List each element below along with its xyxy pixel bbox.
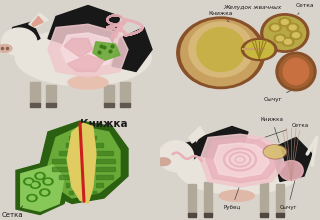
Ellipse shape	[181, 20, 261, 86]
Ellipse shape	[68, 76, 108, 89]
Circle shape	[269, 23, 281, 32]
Text: Сычуг: Сычуг	[279, 179, 297, 210]
Polygon shape	[200, 134, 285, 187]
Polygon shape	[48, 126, 120, 198]
Circle shape	[35, 172, 45, 180]
Ellipse shape	[242, 38, 277, 61]
Text: Сетка: Сетка	[296, 3, 315, 14]
Bar	[120, 103, 130, 107]
Bar	[260, 213, 268, 217]
Circle shape	[290, 31, 302, 39]
Polygon shape	[112, 28, 152, 72]
Bar	[104, 103, 114, 107]
Circle shape	[42, 191, 48, 194]
Bar	[204, 182, 212, 214]
Polygon shape	[176, 141, 200, 163]
Ellipse shape	[2, 28, 37, 55]
Bar	[188, 213, 196, 217]
Ellipse shape	[219, 190, 254, 201]
Bar	[276, 213, 284, 217]
Text: Книжка: Книжка	[80, 119, 128, 129]
Ellipse shape	[265, 146, 285, 158]
Circle shape	[24, 178, 34, 185]
Circle shape	[284, 39, 292, 44]
Bar	[204, 213, 212, 217]
Circle shape	[40, 189, 50, 196]
Circle shape	[276, 36, 284, 41]
Text: Сетка: Сетка	[2, 211, 24, 218]
Ellipse shape	[15, 29, 151, 86]
Bar	[46, 103, 56, 107]
Ellipse shape	[279, 55, 313, 88]
Circle shape	[279, 18, 291, 26]
Text: Желудок жвачных: Желудок жвачных	[224, 6, 282, 11]
Text: Рубец: Рубец	[223, 187, 241, 210]
Polygon shape	[40, 121, 128, 204]
Bar	[188, 184, 196, 214]
Circle shape	[45, 180, 51, 183]
Circle shape	[26, 180, 32, 183]
Circle shape	[29, 196, 35, 200]
Circle shape	[281, 20, 288, 24]
Circle shape	[282, 38, 294, 46]
Polygon shape	[8, 22, 40, 46]
Ellipse shape	[264, 16, 306, 50]
Bar	[30, 103, 40, 107]
Text: Сычуг: Сычуг	[264, 89, 293, 101]
Polygon shape	[214, 143, 269, 177]
Ellipse shape	[177, 17, 265, 88]
Circle shape	[37, 174, 43, 178]
Polygon shape	[61, 33, 115, 68]
Ellipse shape	[158, 141, 194, 172]
Ellipse shape	[0, 44, 12, 52]
Polygon shape	[32, 16, 43, 26]
Ellipse shape	[245, 41, 274, 58]
Ellipse shape	[197, 28, 245, 72]
Ellipse shape	[261, 14, 309, 52]
Circle shape	[43, 178, 53, 185]
Polygon shape	[67, 123, 96, 204]
Bar	[104, 85, 114, 104]
Polygon shape	[189, 126, 205, 143]
Polygon shape	[48, 24, 128, 77]
Polygon shape	[93, 42, 120, 60]
Ellipse shape	[176, 140, 304, 195]
Circle shape	[289, 25, 296, 30]
Circle shape	[274, 34, 286, 43]
Polygon shape	[67, 55, 104, 72]
Bar	[260, 182, 268, 214]
Text: Книжка: Книжка	[260, 117, 284, 143]
Circle shape	[27, 194, 37, 202]
Text: Сетка: Сетка	[219, 123, 309, 153]
Bar	[30, 82, 40, 104]
Polygon shape	[48, 6, 120, 50]
Polygon shape	[272, 138, 312, 182]
Circle shape	[32, 183, 38, 187]
Polygon shape	[64, 38, 93, 57]
Polygon shape	[21, 165, 64, 211]
Ellipse shape	[276, 52, 316, 91]
Ellipse shape	[156, 158, 170, 166]
Ellipse shape	[283, 58, 309, 85]
Ellipse shape	[279, 161, 303, 180]
Circle shape	[287, 23, 299, 32]
Polygon shape	[16, 160, 72, 214]
Polygon shape	[29, 13, 48, 28]
Text: Книжка: Книжка	[208, 11, 246, 40]
Circle shape	[272, 25, 279, 30]
Polygon shape	[206, 138, 278, 183]
Polygon shape	[192, 126, 248, 160]
Bar	[120, 82, 130, 104]
Ellipse shape	[189, 22, 253, 77]
Circle shape	[30, 181, 40, 188]
Bar	[46, 85, 56, 104]
Bar	[276, 184, 284, 214]
Circle shape	[292, 33, 300, 38]
